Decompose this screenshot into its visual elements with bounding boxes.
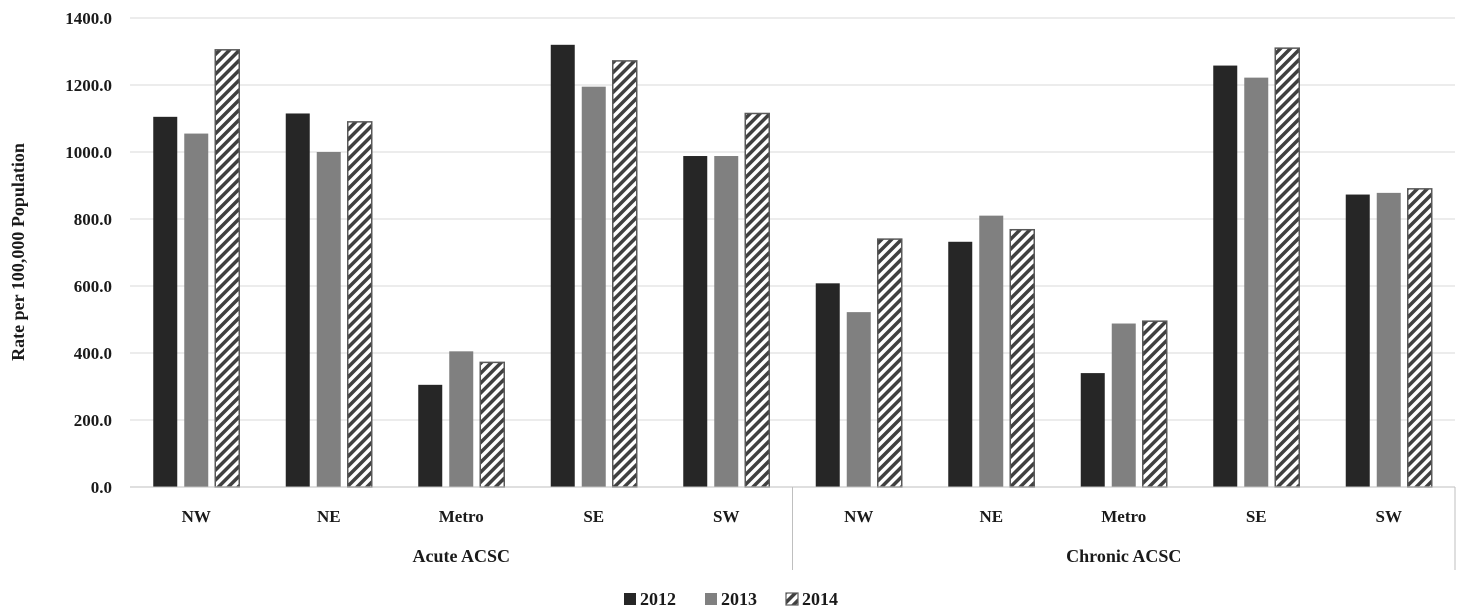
y-tick-label: 800.0 [74,210,112,229]
y-tick-label: 1000.0 [65,143,112,162]
bar-2012-chronic-acsc-se [1213,65,1238,487]
bar-2014-chronic-acsc-metro [1142,320,1168,488]
y-tick-label: 0.0 [91,478,112,497]
bar-2014-acute-acsc-se [612,60,638,488]
legend: 2012 2013 2014 [624,589,838,609]
x-group-label: Chronic ACSC [1066,546,1181,566]
bar-2012-chronic-acsc-sw [1345,194,1370,488]
bar-2012-acute-acsc-nw [153,116,178,487]
y-tick-label: 600.0 [74,277,112,296]
y-axis-title: Rate per 100,000 Population [8,143,28,361]
x-category-label: SE [1246,507,1267,526]
bar-2012-acute-acsc-se [550,44,575,488]
bar-2012-chronic-acsc-nw [815,283,840,487]
bar-2014-chronic-acsc-se [1274,47,1300,488]
y-tick-label: 1400.0 [65,9,112,28]
bar-2014-chronic-acsc-nw [877,238,903,488]
bar-2012-acute-acsc-sw [683,156,708,487]
y-tick-label: 1200.0 [65,76,112,95]
bars [153,44,1433,488]
bar-2013-chronic-acsc-se [1244,77,1269,487]
bar-2013-acute-acsc-nw [184,133,209,487]
bar-2014-chronic-acsc-ne [1009,228,1035,488]
legend-swatch-2012 [624,593,636,605]
x-category-label: SW [713,507,739,526]
bar-2014-chronic-acsc-sw [1407,188,1433,488]
bar-2012-chronic-acsc-metro [1080,373,1105,487]
bar-2014-acute-acsc-metro [479,361,505,488]
bar-2013-chronic-acsc-ne [979,215,1004,487]
bar-2012-acute-acsc-ne [285,113,310,487]
y-axis-ticks: 0.0 200.0 400.0 600.0 800.0 1000.0 1200.0 1400.… [65,9,112,497]
x-group-label: Acute ACSC [413,546,511,566]
bar-2013-chronic-acsc-sw [1376,192,1401,487]
bar-2014-acute-acsc-sw [744,112,770,488]
x-category-label: NW [844,507,873,526]
bar-2013-chronic-acsc-metro [1111,323,1136,487]
bar-2013-acute-acsc-se [581,86,606,488]
legend-label-2014: 2014 [802,589,838,609]
bar-2014-acute-acsc-ne [347,121,373,488]
x-axis: NW NE Metro SE SW NW NE Metro SE SW Acute ACSC Chro… [130,486,1456,570]
x-category-label: NE [979,507,1003,526]
legend-swatch-2013 [705,593,717,605]
x-category-label: SW [1376,507,1402,526]
x-category-label: SE [583,507,604,526]
bar-2012-chronic-acsc-ne [948,241,973,487]
bar-2013-acute-acsc-ne [316,152,341,487]
x-category-label: NW [182,507,211,526]
x-category-label: Metro [439,507,484,526]
x-category-label: NE [317,507,341,526]
x-category-label: Metro [1101,507,1146,526]
bar-2014-acute-acsc-nw [214,49,240,488]
legend-swatch-2014 [785,592,799,606]
bar-2012-acute-acsc-metro [418,384,443,487]
legend-label-2012: 2012 [640,589,676,609]
y-tick-label: 200.0 [74,411,112,430]
bar-2013-acute-acsc-sw [714,156,739,487]
bar-2013-acute-acsc-metro [449,351,474,487]
legend-label-2013: 2013 [721,589,757,609]
y-tick-label: 400.0 [74,344,112,363]
bar-2013-chronic-acsc-nw [846,312,871,487]
